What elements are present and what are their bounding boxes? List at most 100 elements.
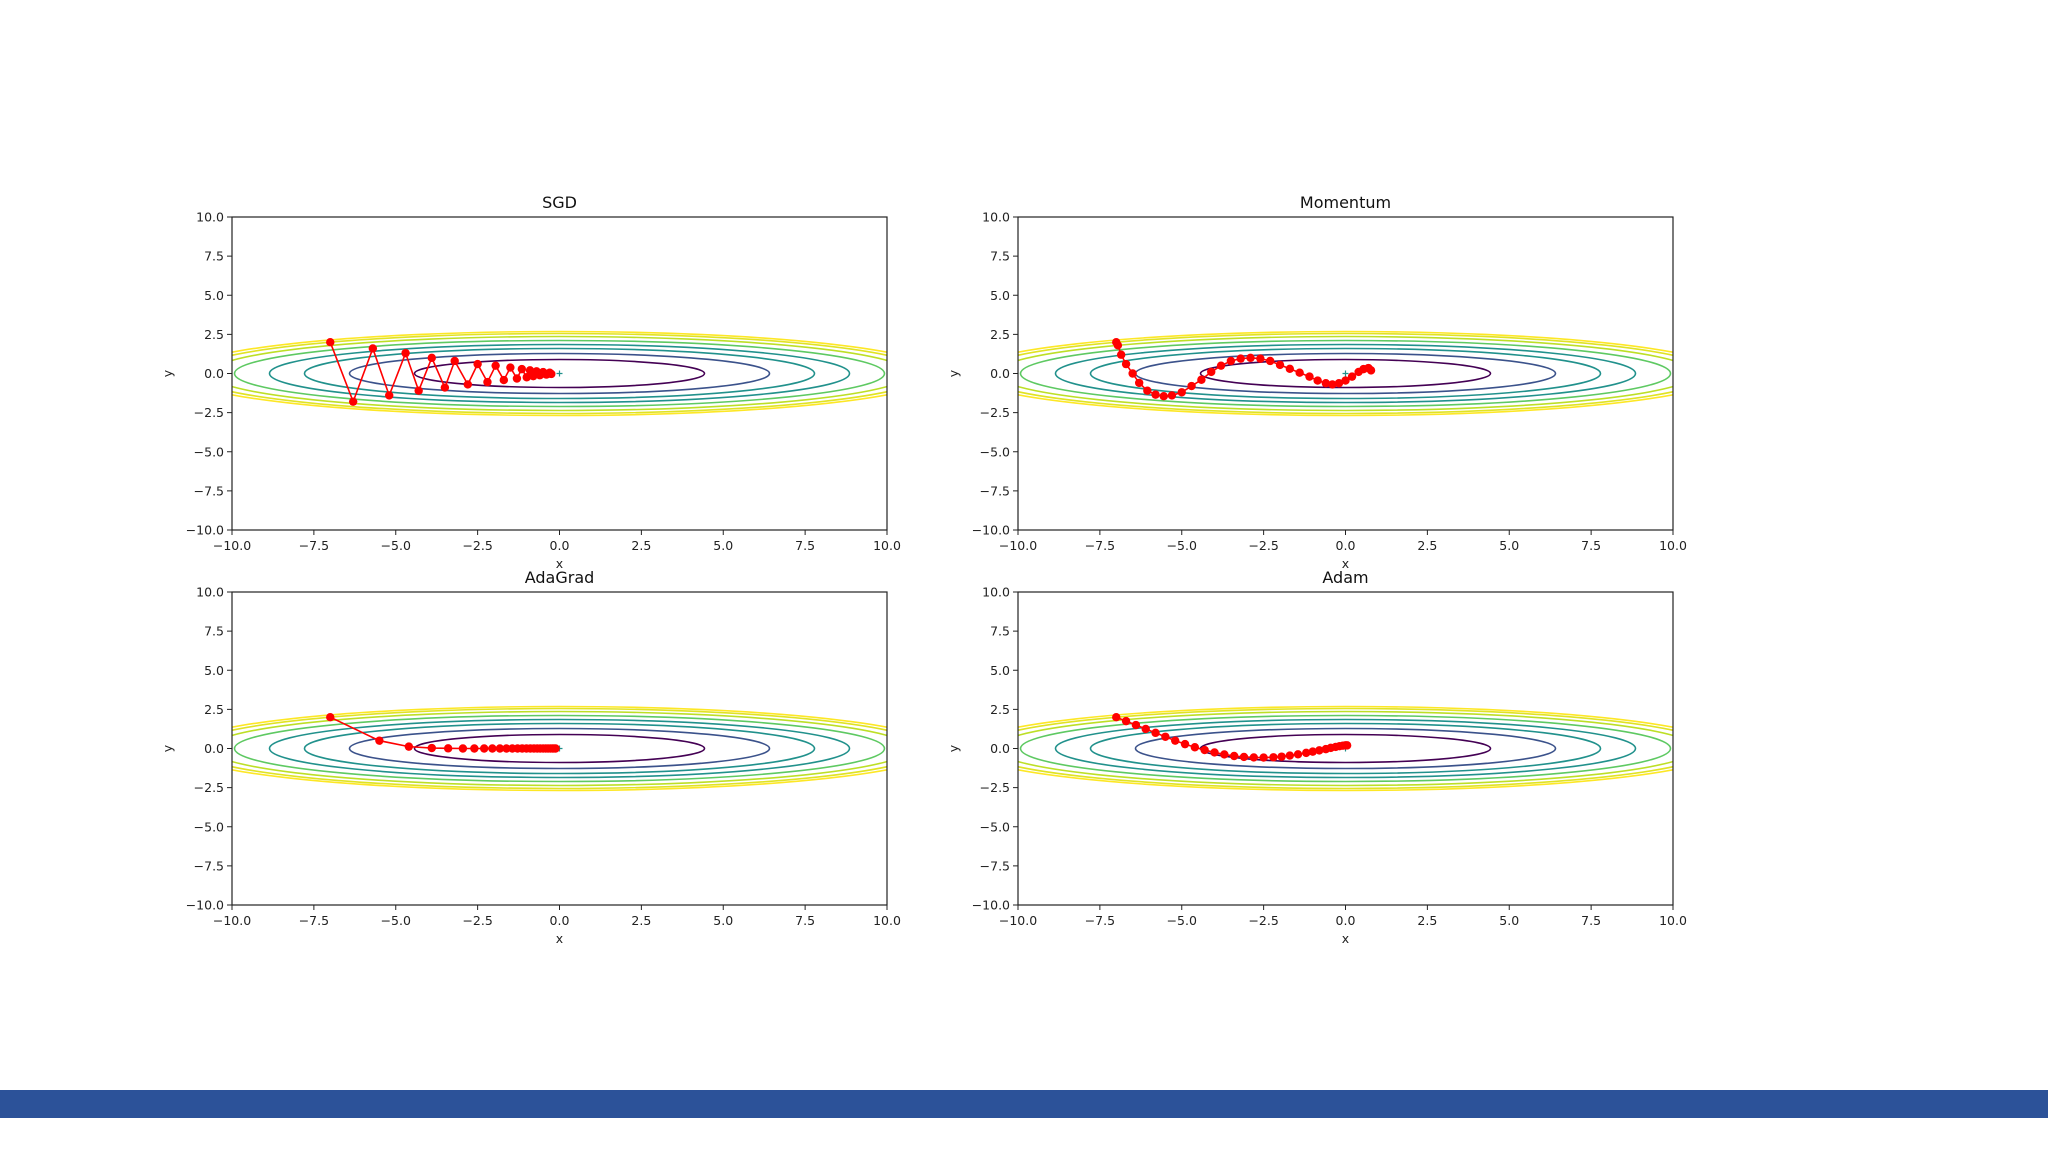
adagrad-xtick-label: 7.5	[795, 913, 815, 928]
momentum-ytick-label: 2.5	[990, 327, 1010, 342]
adagrad-contour-line	[232, 707, 887, 790]
adam-path-point	[1210, 748, 1219, 757]
momentum-path-point	[1347, 372, 1357, 381]
momentum-xtick-label: −7.5	[1085, 538, 1115, 553]
adam-xtick-label: 0.0	[1336, 913, 1356, 928]
momentum-contour-line	[1018, 330, 1673, 417]
adagrad-contour-line	[268, 718, 851, 779]
momentum-contours	[1018, 330, 1673, 417]
momentum-path-point	[1207, 367, 1216, 377]
sgd-ytick-label: 0.0	[204, 366, 224, 381]
sgd-xtick-label: 7.5	[795, 538, 815, 553]
momentum-path-point	[1265, 356, 1275, 366]
sgd-xtick-label: −2.5	[462, 538, 492, 553]
adagrad-path-point	[502, 744, 511, 753]
adagrad-ylabel: y	[160, 744, 175, 752]
momentum-path-point	[1341, 376, 1350, 385]
sgd-ytick-label: −5.0	[194, 444, 224, 459]
momentum-ytick-label: 7.5	[990, 249, 1010, 264]
sgd-contour-line	[268, 343, 851, 404]
adagrad-ytick-label: 7.5	[204, 624, 224, 639]
sgd-xlabel: x	[556, 556, 563, 571]
adam-path-point	[1200, 745, 1209, 755]
adagrad-contour-line	[303, 722, 816, 775]
sgd-contours	[232, 330, 887, 417]
adagrad-path-point	[551, 744, 560, 753]
sgd-ytick-label: 2.5	[204, 327, 224, 342]
sgd-path-point	[483, 377, 492, 387]
sgd-ytick-label: 5.0	[204, 288, 224, 303]
adagrad-xtick-label: −7.5	[299, 913, 329, 928]
momentum-xtick-label: 7.5	[1581, 538, 1601, 553]
adagrad-xtick-label: −5.0	[381, 913, 411, 928]
adam-path-point	[1239, 752, 1249, 762]
momentum-path-point	[1116, 350, 1126, 359]
momentum-contour-line	[1018, 335, 1673, 412]
adam-path-point	[1131, 720, 1141, 730]
adagrad-path-point	[479, 744, 489, 753]
sgd-path-point	[450, 356, 459, 366]
adam-contour-line	[1054, 718, 1637, 779]
sgd-path-point	[414, 386, 423, 395]
adam-ytick-label: −10.0	[972, 898, 1010, 913]
adam-path-point	[1229, 751, 1239, 761]
adagrad-xtick-label: 10.0	[873, 913, 901, 928]
adam-ytick-label: 10.0	[982, 585, 1010, 600]
momentum-path-point	[1321, 379, 1331, 388]
adam-ytick-label: −7.5	[980, 858, 1010, 873]
adam-xtick-label: 10.0	[1659, 913, 1687, 928]
adam-xtick-label: 7.5	[1581, 913, 1601, 928]
adagrad-path-point	[326, 713, 335, 722]
sgd-path-point	[473, 359, 482, 369]
adam-ytick-label: 5.0	[990, 663, 1010, 678]
adagrad-contour-line	[413, 733, 706, 764]
momentum-contour-line	[1089, 347, 1602, 400]
adagrad-xtick-label: 5.0	[713, 913, 733, 928]
adam-xtick-label: −10.0	[999, 913, 1037, 928]
momentum-ytick-label: −5.0	[980, 444, 1010, 459]
sgd-path-point	[491, 361, 500, 370]
adagrad-contours	[232, 705, 887, 792]
sgd-xtick-label: 5.0	[713, 538, 733, 553]
sgd-ytick-label: −10.0	[186, 523, 224, 538]
adagrad-path-point	[375, 736, 384, 745]
adam-contour-line	[1018, 705, 1673, 792]
adagrad-ytick-label: −5.0	[194, 819, 224, 834]
sgd-ytick-label: −7.5	[194, 483, 224, 498]
momentum-path-point	[1197, 375, 1206, 384]
adagrad-ytick-label: 5.0	[204, 663, 224, 678]
sgd-xtick-label: 10.0	[873, 538, 901, 553]
adam-path-point	[1308, 747, 1317, 756]
adam-path-point	[1151, 728, 1160, 738]
sgd-path-point	[401, 348, 410, 358]
adam-path-point	[1220, 750, 1229, 759]
sgd-path-point	[522, 373, 531, 382]
sgd-ytick-label: −2.5	[194, 405, 224, 420]
footer-bar	[0, 1090, 2048, 1118]
adagrad-path-point	[404, 742, 414, 751]
sgd-path-point	[506, 363, 515, 372]
momentum-path-point	[1167, 391, 1177, 400]
adagrad-title: AdaGrad	[525, 568, 595, 587]
momentum-path-point	[1159, 391, 1168, 401]
sgd-contour-line	[348, 352, 771, 395]
momentum-path-point	[1121, 359, 1131, 369]
adagrad-path-point	[458, 744, 468, 753]
adam-xtick-label: −7.5	[1085, 913, 1115, 928]
momentum-minimum-marker	[1342, 370, 1349, 377]
sgd-contour-line	[232, 330, 887, 417]
adam-ytick-label: −2.5	[980, 780, 1010, 795]
sgd-path-point	[326, 338, 335, 347]
adagrad-ytick-label: −7.5	[194, 858, 224, 873]
adagrad-ytick-label: 2.5	[204, 702, 224, 717]
adagrad-xtick-label: −10.0	[213, 913, 251, 928]
sgd-path-point	[348, 397, 358, 406]
adam-contour-line	[1019, 714, 1672, 783]
sgd-path-point	[385, 391, 394, 400]
momentum-ytick-label: 5.0	[990, 288, 1010, 303]
adagrad-contour-line	[232, 710, 887, 787]
adagrad-panel: −10.0 −7.5 −5.0 −2.5 0.0 2.5 5.0 7.5 10.0 10.0 7.5…	[160, 568, 901, 946]
sgd-path-point	[517, 364, 527, 374]
momentum-path-point	[1236, 354, 1245, 363]
